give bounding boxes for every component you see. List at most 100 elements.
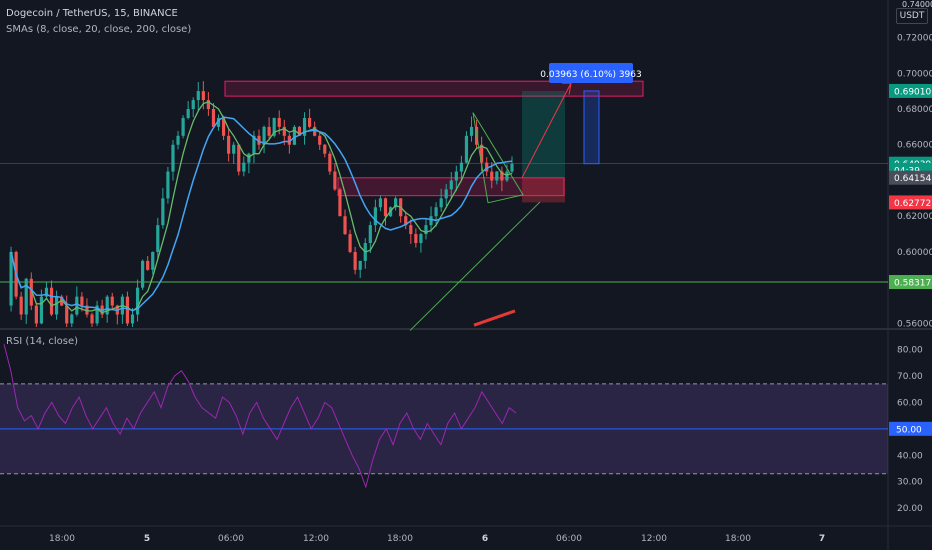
candle-body	[439, 198, 443, 208]
price-tick-label: 0.62000	[897, 212, 932, 222]
candle-body	[135, 287, 140, 315]
rsi-legend[interactable]: RSI (14, close)	[6, 336, 79, 347]
candle-body	[444, 189, 448, 199]
rsi-tick-label: 80.00	[897, 346, 923, 356]
candle-body	[297, 126, 302, 136]
candle-body	[318, 135, 322, 145]
candle-body	[323, 144, 327, 154]
sma-lines	[10, 101, 513, 314]
candle-body	[333, 171, 337, 190]
candle-body	[373, 207, 377, 226]
candle-body	[95, 305, 99, 324]
rsi-tick-label: 70.00	[897, 372, 923, 382]
candle-body	[277, 117, 281, 127]
candle-body	[49, 287, 54, 315]
candle-body	[272, 117, 276, 136]
time-tick-label: 7	[819, 534, 825, 544]
candle-body	[338, 189, 342, 217]
triangle-edge	[472, 112, 489, 203]
candle-body	[80, 296, 84, 306]
measure-label: 0.03963 (6.10%) 3963	[540, 70, 641, 80]
time-tick-label: 12:00	[303, 534, 329, 544]
candle-body	[196, 91, 200, 101]
candle-body	[24, 278, 28, 315]
time-tick-label: 18:00	[725, 534, 751, 544]
candle-body	[141, 260, 145, 288]
time-axis: 18:00 5 06:00 12:00 18:00 6 06:00 12:00 18:00 7	[49, 534, 825, 544]
time-tick-label: 18:00	[387, 534, 413, 544]
candle-body	[9, 251, 13, 306]
price-badge-label: 0.69010	[894, 87, 931, 97]
time-tick-label: 12:00	[641, 534, 667, 544]
candle-body	[151, 251, 155, 270]
candle-body	[419, 234, 423, 244]
candle-body	[257, 135, 261, 145]
candle-body	[85, 305, 89, 315]
candle-body	[262, 126, 266, 145]
candle-body	[227, 135, 231, 154]
candle-body	[454, 171, 458, 181]
price-tick-label: 0.66000	[897, 141, 932, 151]
time-tick-label: 6	[482, 534, 488, 544]
candle-body	[343, 216, 347, 235]
rsi-mid-label: 50.00	[896, 425, 922, 435]
candle-body	[495, 171, 499, 181]
rsi-pane	[0, 344, 888, 489]
time-tick-label: 06:00	[556, 534, 582, 544]
candle-body	[313, 126, 317, 136]
triangle-pattern	[472, 112, 524, 204]
projection-arrow-head	[562, 82, 572, 95]
candle-body	[201, 91, 205, 101]
candle-body	[368, 225, 372, 244]
currency-label[interactable]: USDT	[896, 8, 928, 24]
candle-body	[181, 117, 185, 136]
top-clipped-price: 0.74000	[902, 0, 932, 9]
red-trend-mark	[473, 309, 516, 327]
price-badge	[889, 83, 932, 98]
price-badge-label: 0.64154	[894, 174, 931, 184]
candle-body	[424, 225, 428, 235]
stop-zone	[522, 177, 565, 203]
candle-body	[130, 314, 135, 324]
resistance-zone	[224, 80, 644, 97]
candle-body	[302, 117, 307, 136]
candle-body	[237, 144, 241, 172]
price-badge-label: 0.58317	[894, 279, 931, 289]
candle-body	[211, 109, 216, 127]
rsi-mid-badge	[889, 421, 932, 436]
sma-8-line	[10, 101, 513, 314]
candle-body	[206, 100, 210, 109]
candle-body	[383, 198, 388, 217]
candle-body	[146, 260, 150, 270]
price-badge	[889, 275, 932, 290]
candle-body	[247, 153, 251, 163]
candle-body	[267, 126, 271, 136]
sma-legend[interactable]: SMAs (8, close, 20, close, 200, close)	[6, 24, 192, 35]
candle-body	[252, 135, 256, 154]
measure-bar	[583, 90, 600, 165]
candle-body	[19, 296, 23, 315]
candle-body	[429, 216, 433, 226]
candle-body	[308, 117, 312, 127]
candle-body	[176, 135, 180, 145]
candle-body	[353, 251, 357, 270]
sma-20-line	[10, 116, 513, 312]
rsi-tick-label: 20.00	[897, 504, 923, 514]
candle-body	[409, 225, 413, 235]
rising-trendline	[409, 201, 541, 331]
drawings: 0.03963 (6.10%) 3963	[409, 63, 642, 331]
candle-body	[44, 287, 49, 297]
candle-body	[156, 225, 160, 252]
price-badge-label: 0.62772	[894, 199, 931, 209]
symbol-title[interactable]: Dogecoin / TetherUS, 15, BINANCE	[6, 8, 178, 19]
candle-body	[70, 314, 74, 324]
candle-body	[469, 126, 474, 136]
candle-body	[292, 126, 297, 145]
price-tick-label: 0.60000	[897, 248, 932, 258]
candle-body	[161, 198, 165, 226]
candle-body	[328, 153, 332, 172]
candle-body	[510, 163, 514, 172]
drawing-zones	[224, 80, 644, 203]
